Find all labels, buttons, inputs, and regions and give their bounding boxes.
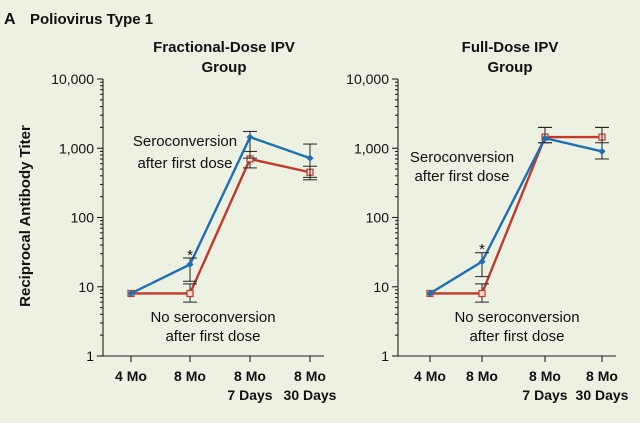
y-tick-label: 100	[366, 210, 390, 226]
data-point-no_seroconversion	[478, 289, 486, 298]
panel-title: Poliovirus Type 1	[30, 11, 153, 28]
data-point-seroconversion	[541, 134, 549, 142]
annotation-no-seroconversion: after first dose	[165, 328, 260, 345]
data-point-seroconversion	[246, 133, 254, 141]
series-line-seroconversion	[130, 135, 311, 295]
y-tick-label: 10	[373, 279, 389, 295]
annotation-no-seroconversion: No seroconversion	[454, 309, 579, 326]
data-point-no_seroconversion	[186, 289, 194, 298]
series-line-seroconversion	[429, 136, 603, 295]
x-tick-label: 8 Mo	[174, 368, 206, 384]
y-tick-label: 1	[86, 348, 94, 364]
y-tick-label: 10,000	[51, 71, 94, 87]
x-tick-label: 7 Days	[227, 387, 272, 403]
annotation-seroconversion: after first dose	[414, 168, 509, 185]
significance-asterisk: *	[187, 247, 193, 264]
annotation-no-seroconversion: after first dose	[469, 328, 564, 345]
x-tick-label: 8 Mo	[529, 368, 561, 384]
x-tick-label: 8 Mo	[294, 368, 326, 384]
chart-title: Full-Dose IPV	[462, 39, 559, 56]
x-tick-label: 30 Days	[576, 387, 629, 403]
data-point-seroconversion	[186, 260, 194, 268]
y-tick-label: 1,000	[59, 140, 94, 156]
x-tick-label: 8 Mo	[586, 368, 618, 384]
y-tick-label: 10,000	[346, 71, 389, 87]
series-line-no_seroconversion	[131, 157, 311, 295]
y-tick-label: 1,000	[354, 140, 389, 156]
y-axis-label: Reciprocal Antibody Titer	[17, 125, 34, 307]
significance-asterisk: *	[479, 241, 485, 258]
y-tick-label: 1	[381, 348, 389, 364]
annotation-seroconversion: after first dose	[137, 155, 232, 172]
panel-fractional-dose: Fractional-Dose IPV Group 1 10 100 1,000 10,00…	[51, 39, 337, 403]
data-point-seroconversion	[598, 147, 606, 155]
annotation-seroconversion: Seroconversion	[410, 149, 514, 166]
x-tick-label: 8 Mo	[234, 368, 266, 384]
panel-letter: A	[4, 11, 16, 28]
data-point-seroconversion	[478, 258, 486, 266]
annotation-no-seroconversion: No seroconversion	[150, 309, 275, 326]
chart-title: Group	[202, 59, 247, 76]
data-point-seroconversion	[306, 154, 314, 162]
x-tick-label: 7 Days	[522, 387, 567, 403]
x-tick-label: 8 Mo	[466, 368, 498, 384]
data-point-seroconversion	[426, 289, 434, 297]
y-tick-label: 100	[71, 210, 95, 226]
annotation-seroconversion: Seroconversion	[133, 133, 237, 150]
chart-title: Group	[488, 59, 533, 76]
data-point-seroconversion	[127, 289, 135, 297]
series-line-no_seroconversion	[430, 135, 602, 295]
x-tick-label: 30 Days	[284, 387, 337, 403]
chart-title: Fractional-Dose IPV	[153, 39, 295, 56]
x-tick-label: 4 Mo	[115, 368, 147, 384]
y-tick-label: 10	[78, 279, 94, 295]
x-tick-label: 4 Mo	[414, 368, 446, 384]
panel-full-dose: Full-Dose IPV Group 1 10 100 1,000 10,000 4 Mo 8…	[346, 39, 629, 403]
